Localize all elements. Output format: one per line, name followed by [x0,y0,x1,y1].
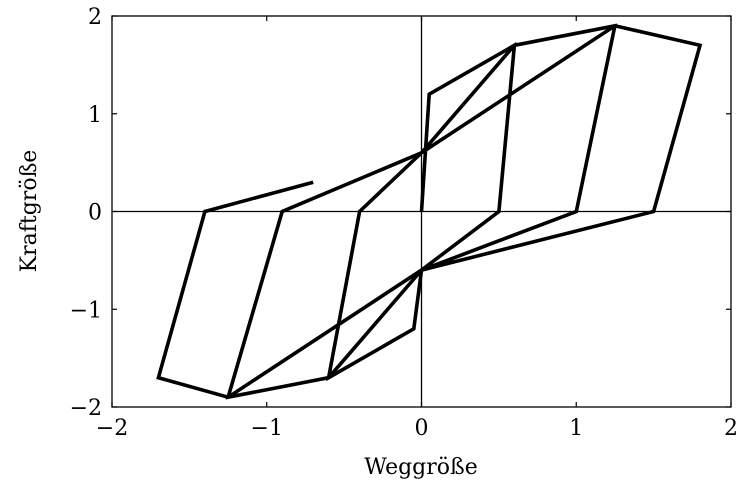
hysteresis-curve [156,23,703,400]
x-tick-label: 0 [415,416,429,441]
y-tick-label: 0 [88,201,102,226]
x-tick-label: −1 [251,416,283,441]
y-tick-label: −2 [70,396,102,421]
y-tick-label: 2 [88,5,102,30]
tick-labels: −2 −1 0 1 2 −2 −1 0 1 2 [70,5,738,441]
y-tick-label: −1 [70,298,102,323]
y-axis-label: Kraftgröße [17,150,42,273]
axis-ticks [111,15,732,408]
x-tick-label: 1 [569,416,583,441]
x-tick-label: −2 [96,416,128,441]
y-tick-label: 1 [88,103,102,128]
x-axis-label: Weggröße [364,455,477,480]
x-tick-label: 2 [724,416,738,441]
